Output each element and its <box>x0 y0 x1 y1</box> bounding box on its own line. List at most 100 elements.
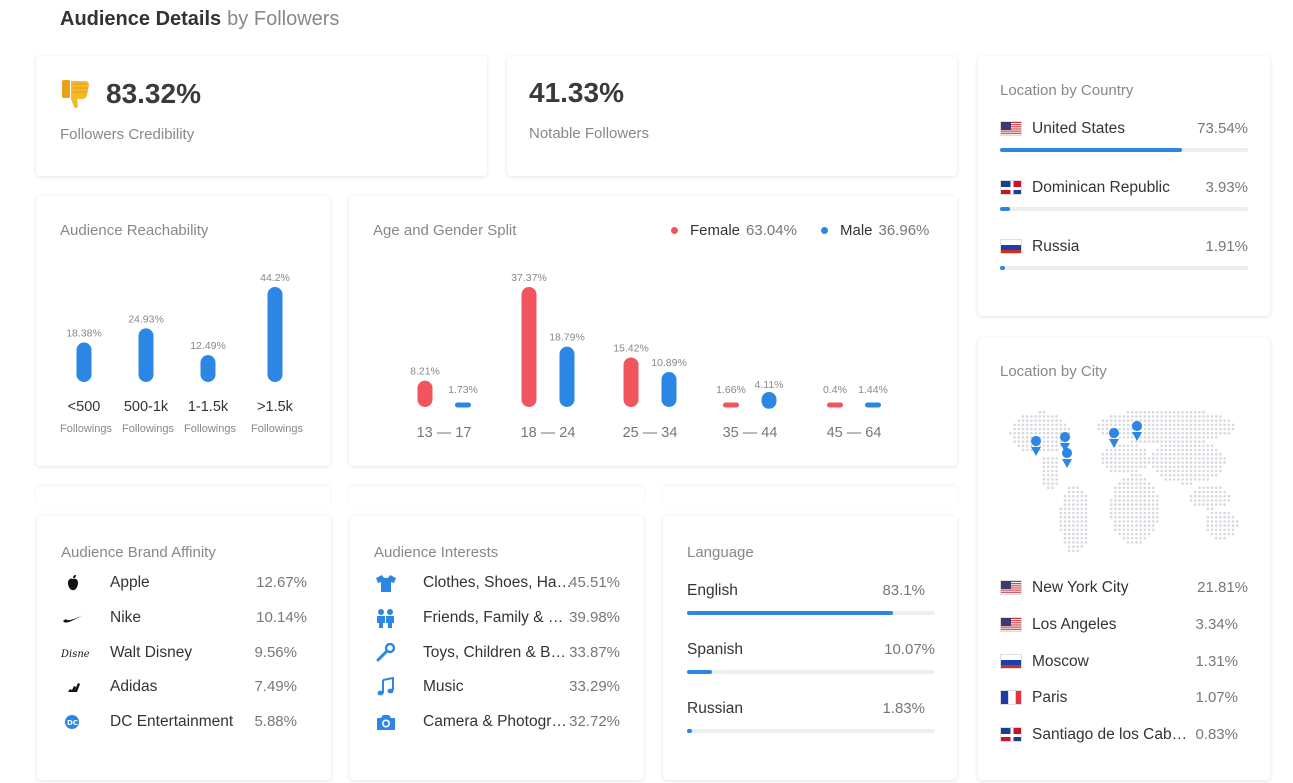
map-dot <box>1017 427 1021 431</box>
reachability-title: Audience Reachability <box>60 222 209 239</box>
map-dot <box>1067 520 1071 523</box>
map-dot <box>1193 436 1197 439</box>
map-dot <box>1185 448 1189 452</box>
map-dot <box>1055 415 1058 418</box>
map-dot <box>1135 520 1138 523</box>
map-dot <box>1126 490 1130 494</box>
map-dot <box>1231 427 1235 431</box>
map-dot <box>1042 427 1046 431</box>
map-dot <box>1126 461 1130 464</box>
map-dot <box>1198 410 1201 414</box>
map-dot <box>1214 427 1218 431</box>
map-dot <box>1202 444 1205 448</box>
map-dot <box>1139 440 1142 443</box>
credibility-label: Followers Credibility <box>60 126 195 143</box>
map-dot <box>1051 478 1054 481</box>
map-dot <box>1227 419 1231 422</box>
map-dot <box>1076 507 1079 511</box>
map-dot <box>1143 520 1147 523</box>
map-dot <box>1210 465 1214 469</box>
map-dot <box>1051 482 1054 485</box>
map-dot <box>1105 431 1109 435</box>
map-dot <box>1156 431 1159 435</box>
map-dot <box>1219 494 1222 498</box>
map-dot <box>1130 536 1134 540</box>
city-row: Moscow 1.31% <box>1000 652 1248 674</box>
map-dot <box>1051 486 1054 490</box>
map-dot <box>1198 423 1201 427</box>
map-dot <box>1156 440 1159 443</box>
map-dot <box>1223 528 1226 532</box>
map-dot <box>1210 494 1214 498</box>
map-dot <box>1202 503 1205 506</box>
map-dot <box>1072 541 1075 544</box>
map-dot <box>1151 440 1155 443</box>
interest-row-name: Camera & Photography <box>423 713 573 731</box>
map-dot <box>1105 465 1109 469</box>
map-dot <box>1130 419 1134 422</box>
map-dot <box>1202 478 1205 481</box>
map-dot <box>1151 490 1155 494</box>
map-dot <box>1193 478 1197 481</box>
map-dot <box>1135 494 1138 498</box>
map-dot <box>1076 515 1079 519</box>
country-bar-track <box>1000 207 1248 211</box>
map-dot <box>1181 444 1184 448</box>
country-pct: 73.54% <box>1197 120 1248 137</box>
map-dot <box>1122 469 1126 473</box>
city-pct: 1.31% <box>1195 652 1238 670</box>
map-dot <box>1198 457 1201 460</box>
map-dot <box>1164 423 1168 427</box>
map-dot <box>1227 528 1231 532</box>
map-dot <box>1214 515 1218 519</box>
map-dot <box>1156 427 1159 431</box>
map-dot <box>1042 448 1046 452</box>
map-pin-icon <box>1062 448 1073 468</box>
map-dot <box>1025 436 1029 439</box>
map-dot <box>1072 490 1075 494</box>
map-dot <box>1130 515 1134 519</box>
map-dot <box>1143 482 1147 485</box>
map-dot <box>1084 520 1088 523</box>
map-dot <box>1042 410 1046 414</box>
map-dot <box>1151 431 1155 435</box>
map-dot <box>1114 524 1117 527</box>
map-dot <box>1177 478 1180 481</box>
map-dot <box>1164 448 1168 452</box>
map-dot <box>1135 490 1138 494</box>
map-dot <box>1080 499 1084 502</box>
map-dot <box>1101 461 1105 464</box>
legend-male-dot <box>821 226 828 234</box>
map-dot <box>1147 524 1151 527</box>
map-dot <box>1118 511 1121 515</box>
map-dot <box>1135 415 1138 418</box>
map-dot <box>1101 419 1105 422</box>
map-dot <box>1135 448 1138 452</box>
map-dot <box>1051 423 1054 427</box>
reachability-card: Audience Reachability 18.38% <500 Followin… <box>36 196 330 466</box>
map-dot <box>1114 415 1117 418</box>
map-dot <box>1151 494 1155 498</box>
map-dot <box>1017 431 1021 435</box>
map-dot <box>1114 423 1117 427</box>
map-dot <box>1101 457 1105 460</box>
map-dot <box>1072 545 1075 548</box>
map-dot <box>1139 419 1142 422</box>
dc-logo-icon: DC <box>61 712 85 732</box>
map-dot <box>1227 532 1231 536</box>
map-dot <box>1034 419 1037 422</box>
map-dot <box>1063 503 1067 506</box>
map-dot <box>1084 532 1088 536</box>
map-dot <box>1206 465 1210 469</box>
map-dot <box>1118 486 1121 490</box>
map-dot <box>1114 520 1117 523</box>
map-dot <box>1151 461 1155 464</box>
map-dot <box>1206 457 1210 460</box>
map-dot <box>1135 511 1138 515</box>
map-dot <box>1160 423 1163 427</box>
map-dot <box>1109 423 1113 427</box>
map-dot <box>1130 461 1134 464</box>
reach-category-sublabel: Followings <box>60 423 112 435</box>
map-dot <box>1114 486 1117 490</box>
map-dot <box>1202 461 1205 464</box>
